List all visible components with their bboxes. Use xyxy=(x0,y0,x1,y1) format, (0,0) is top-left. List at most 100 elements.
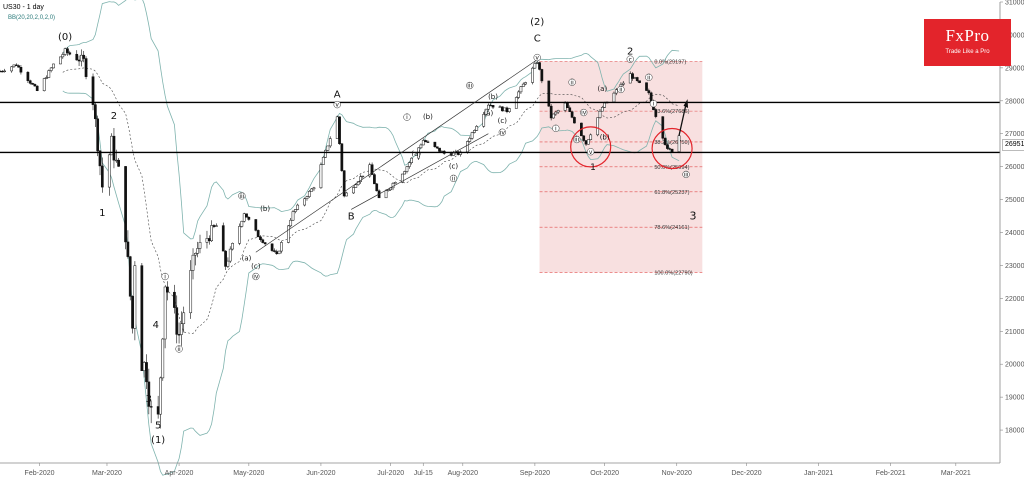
candle-body xyxy=(524,82,527,85)
candle-body xyxy=(491,105,495,108)
y-tick-label: 26000 xyxy=(1005,164,1024,171)
wave-label: ii xyxy=(177,346,181,353)
wave-label: 5 xyxy=(155,420,161,431)
candle-body xyxy=(12,64,16,68)
candle-body xyxy=(147,381,151,407)
candle-body xyxy=(180,323,183,335)
candle-body xyxy=(354,184,358,188)
candle-body xyxy=(568,107,572,112)
candle-body xyxy=(540,69,544,82)
candle-body xyxy=(240,220,244,227)
wave-label: 3 xyxy=(146,394,152,405)
wave-label: iii xyxy=(467,83,472,90)
wave-label: ii xyxy=(647,74,651,81)
x-tick-label: Feb-2020 xyxy=(25,470,55,477)
candle-body xyxy=(68,52,72,55)
candle-body xyxy=(93,104,97,120)
candle-body xyxy=(342,170,346,197)
y-tick-label: 28000 xyxy=(1005,98,1024,105)
candle-body xyxy=(275,251,279,255)
wave-label: v xyxy=(335,102,339,109)
wave-label-ring xyxy=(649,99,658,108)
x-tick-label: Aug-2020 xyxy=(448,470,478,477)
candle-body xyxy=(259,236,262,240)
candle-body xyxy=(163,286,167,340)
candle-body xyxy=(631,73,634,79)
wave-label-ring xyxy=(161,272,169,281)
candle-body xyxy=(256,230,260,238)
fib-level-label: 0.0%(29197) xyxy=(654,59,686,65)
y-tick-label: 21000 xyxy=(1005,329,1024,336)
candle-body xyxy=(35,85,39,91)
candle-body xyxy=(433,141,437,147)
wave-label: c xyxy=(629,56,632,63)
x-tick-label: Apr-2020 xyxy=(165,470,194,477)
y-tick-label: 23000 xyxy=(1005,263,1024,270)
candle-body xyxy=(628,73,632,84)
candle-body xyxy=(210,225,213,242)
candle-body xyxy=(361,175,365,178)
wave-label-ring xyxy=(568,78,576,86)
candle-body xyxy=(326,145,330,151)
candle-body xyxy=(212,225,216,227)
candle-body xyxy=(387,189,390,192)
wave-label-ring xyxy=(403,113,411,121)
current-price-tag: 26951 xyxy=(1002,139,1024,151)
candle-body xyxy=(621,82,625,85)
candle-body xyxy=(603,102,607,108)
candle-body xyxy=(375,183,379,192)
candle-body xyxy=(654,109,658,117)
wave-label: (b) xyxy=(423,113,433,121)
candle-body xyxy=(563,102,567,111)
wave-label: (c) xyxy=(449,162,459,170)
candle-body xyxy=(133,265,137,329)
wave-label: iii xyxy=(684,172,689,179)
candle-body xyxy=(191,254,195,271)
fib-level-label: 50.0%(25994) xyxy=(654,165,689,171)
candle-body xyxy=(531,67,534,83)
channel-line xyxy=(350,133,489,210)
wave-label-ring xyxy=(333,100,341,109)
candle-body xyxy=(370,164,374,175)
x-tick-label: Sep-2020 xyxy=(520,470,550,477)
candle-body xyxy=(242,213,246,222)
wave-label: 1 xyxy=(590,163,596,173)
candle-body xyxy=(600,107,604,112)
price-series xyxy=(0,47,681,429)
candle-body xyxy=(140,265,144,372)
candle-body xyxy=(226,260,230,267)
bb-upper-band xyxy=(62,0,680,240)
candle-body xyxy=(19,67,23,73)
candle-body xyxy=(131,296,134,329)
candle-body xyxy=(14,64,18,66)
y-tick-label: 30000 xyxy=(1005,32,1024,39)
candle-body xyxy=(231,243,234,250)
x-tick-label: Jan-2021 xyxy=(804,470,833,477)
fibonacci-zone: 0.0%(29197) 23.6%(27686) 38.2%(26750) 50.0%… xyxy=(539,59,703,276)
bb-lower-band xyxy=(62,90,680,476)
candle-body xyxy=(193,253,197,256)
logo-tagline: Trade Like a Pro xyxy=(945,49,990,55)
x-tick-label: Feb-2021 xyxy=(876,470,906,477)
x-tick-label: Mar-2021 xyxy=(941,470,971,477)
candle-body xyxy=(321,157,325,165)
wave-label: ii xyxy=(452,175,456,182)
logo-brand: FxPro xyxy=(945,26,990,45)
y-tick-label: 20000 xyxy=(1005,362,1024,369)
candle-body xyxy=(584,140,588,145)
candle-body xyxy=(49,67,53,71)
fib-level-label: 23.6%(27686) xyxy=(654,109,689,115)
candle-body xyxy=(500,106,504,112)
candle-body xyxy=(670,148,674,152)
candle-body xyxy=(324,150,327,158)
wave-label-ring xyxy=(587,148,595,156)
candle-body xyxy=(535,62,539,64)
candle-body xyxy=(503,107,507,112)
wave-label: i xyxy=(653,101,655,108)
candle-body xyxy=(117,159,120,167)
wave-label: 4 xyxy=(153,320,159,331)
candle-body xyxy=(175,307,179,335)
y-tick-label: 25000 xyxy=(1005,197,1024,204)
candle-body xyxy=(114,159,118,162)
candle-body xyxy=(91,76,95,105)
